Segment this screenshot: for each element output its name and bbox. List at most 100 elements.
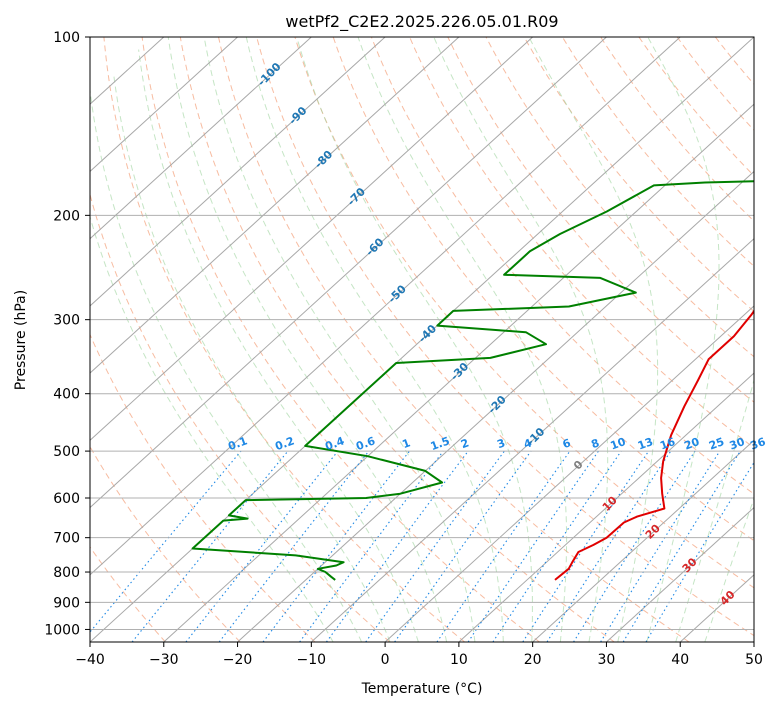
x-tick-label: 50 [745,652,763,668]
isotherm-line [310,237,754,642]
dry-adiabat [600,37,754,222]
x-tick-label: 30 [598,652,616,668]
mixing-ratio-label: 13 [636,435,655,452]
isotherm-line [90,37,238,173]
mixing-ratio-line [600,450,721,642]
x-tick-label: 10 [450,652,468,668]
background-lines [90,37,754,642]
y-tick-label: 700 [53,531,80,547]
y-tick-label: 400 [53,387,80,403]
dry-adiabat [218,37,690,642]
moist-adiabat [138,49,419,642]
mixing-ratio-line [546,450,672,642]
mixing-ratio-line [622,450,741,642]
mixing-ratio-label: 1.5 [429,434,452,453]
mixing-ratio-line [90,450,242,633]
x-tick-label: 20 [524,652,542,668]
mixing-ratio-label: 0.2 [273,434,296,453]
y-tick-label: 200 [53,208,80,224]
isotherm-line [606,506,754,642]
mixing-ratio-line [467,450,599,642]
dewpoint-profile-line [191,180,754,581]
mixing-ratio-line [185,450,339,642]
isotherm-line [753,641,754,642]
x-axis: −40 −30 −20 −10 0 10 20 30 40 50 [75,642,763,668]
dry-adiabat [370,37,754,495]
mixing-ratio-label: 16 [658,435,677,453]
mixing-ratio-label: 8 [589,436,601,451]
mixing-ratio-line [573,450,696,642]
dry-adiabat [753,37,754,39]
isotherm-line [90,37,534,442]
x-tick-label: 0 [381,652,390,668]
isotherm-line [90,37,386,307]
y-tick-label: 1000 [44,622,80,638]
mixing-ratio-line [492,450,622,642]
mixing-ratio-line [436,450,571,642]
x-tick-label: −10 [297,652,327,668]
y-tick-label: 300 [53,313,80,329]
dry-adiabat [103,37,465,642]
isotherm-line [532,439,754,642]
y-axis-title: Pressure (hPa) [13,290,29,390]
x-tick-label: 40 [671,652,689,668]
isotherm-line [90,37,460,374]
mixing-ratio-label: 1 [400,436,412,451]
mixing-ratio-line [299,450,444,642]
isotherm-label: -100 [255,60,284,89]
moist-adiabat [704,497,754,642]
mixing-ratio-label: 4 [522,436,534,451]
moist-adiabat [433,37,609,642]
dry-adiabat [90,333,316,642]
moist-adiabat [528,37,659,642]
moist-adiabat [90,214,334,642]
y-tick-label: 100 [53,30,80,46]
mixing-ratio-label: 10 [609,435,628,453]
mixing-ratio-line [262,450,410,642]
dry-adiabat [141,37,540,642]
moist-adiabat [675,378,754,642]
dry-adiabat [485,37,754,358]
y-axis: 100 200 300 400 500 600 700 800 900 1000 [44,30,90,638]
mixing-ratio-label: 0.4 [323,434,346,453]
mixing-ratio-line [645,461,754,642]
isotherm-line [237,170,754,642]
moist-adiabat [357,37,568,642]
mixing-ratio-label: 36 [748,435,767,453]
dry-adiabat [676,37,754,131]
dry-adiabat [638,37,754,177]
dry-adiabat [256,37,754,637]
dry-adiabat [409,37,754,449]
moist-adiabat [167,37,448,642]
isotherm-line [458,372,754,642]
dry-adiabat [714,37,754,85]
moist-adiabat [296,37,533,642]
y-tick-label: 900 [53,595,80,611]
dry-adiabat [294,37,754,589]
x-axis-title: Temperature (°C) [361,681,483,697]
gridlines [90,37,754,630]
mixing-ratio-label: 25 [707,435,726,452]
profiles [191,180,754,581]
mixing-ratio-label: 3 [495,436,507,451]
isotherm-line [90,37,607,509]
isotherm-line [163,103,754,642]
mixing-ratio-label: 2 [459,436,471,451]
mixing-ratio-label: 0.6 [354,434,377,453]
plot-frame [89,36,755,643]
mixing-ratio-label: 6 [561,436,573,451]
dry-adiabat [90,192,391,642]
mixing-ratio-line [131,450,289,642]
dry-adiabat [332,37,754,542]
dry-adiabat [179,37,615,642]
isotherm-line [384,305,754,642]
mixing-ratio-line [325,450,469,642]
moist-adiabat [245,37,504,642]
x-tick-label: −30 [149,652,179,668]
moist-adiabat [646,37,720,642]
x-tick-label: −20 [223,652,253,668]
x-tick-label: −40 [75,652,105,668]
mixing-ratio-label: 0.1 [226,434,249,453]
mixing-ratio-line [522,450,650,642]
